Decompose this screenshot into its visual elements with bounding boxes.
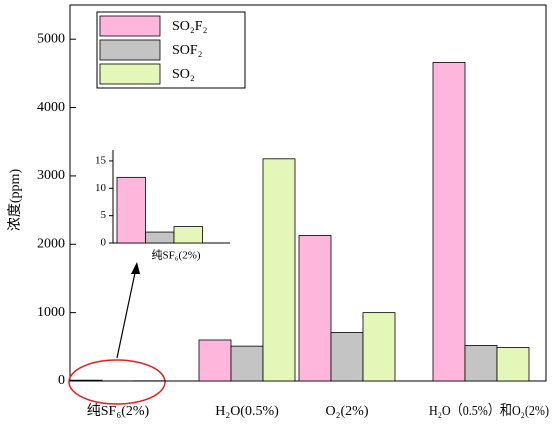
arrow-head — [131, 262, 140, 274]
inset-bar — [116, 176, 146, 244]
bar — [496, 347, 530, 382]
bar — [262, 158, 296, 382]
legend-label: SOF₂ — [172, 43, 203, 58]
legend-label: SO₂F₂ — [172, 19, 208, 34]
bar — [362, 312, 396, 382]
y-tick-label: 4000 — [37, 100, 65, 115]
inset-y-tick-label: 15 — [95, 154, 107, 166]
x-tick-label: H₂O（0.5%）和O₂(2%) — [429, 403, 549, 419]
y-tick-label: 5000 — [37, 31, 65, 46]
x-tick-label: 纯SF₆(2%) — [87, 403, 150, 419]
y-tick-label: 2000 — [37, 236, 65, 251]
y-tick-label: 3000 — [37, 168, 65, 183]
y-tick-label: 0 — [58, 373, 65, 388]
y-axis-label: 浓度(ppm) — [7, 169, 23, 232]
x-tick-label: H₂O(0.5%) — [215, 404, 279, 419]
arrow — [116, 267, 137, 359]
bar — [298, 234, 332, 382]
bar — [330, 332, 364, 382]
bar — [464, 345, 498, 382]
highlight-ellipse — [68, 359, 166, 405]
legend-swatch — [99, 63, 161, 85]
bar — [198, 339, 232, 382]
legend-swatch — [99, 15, 161, 37]
legend-label: SO₂ — [172, 67, 195, 82]
inset-y-tick-label: 5 — [101, 209, 107, 221]
bar — [69, 379, 103, 382]
inset-bar — [145, 231, 175, 244]
inset-x-label: 纯SF₆(2%) — [151, 249, 200, 262]
legend-swatch — [99, 39, 161, 61]
inset-bar — [173, 226, 203, 244]
x-tick-label: O₂(2%) — [326, 404, 369, 419]
inset-y-tick-label: 10 — [95, 182, 107, 194]
y-tick-label: 1000 — [37, 305, 65, 320]
bar — [230, 345, 264, 382]
inset-y-tick-label: 0 — [101, 237, 107, 249]
bar — [432, 62, 466, 382]
